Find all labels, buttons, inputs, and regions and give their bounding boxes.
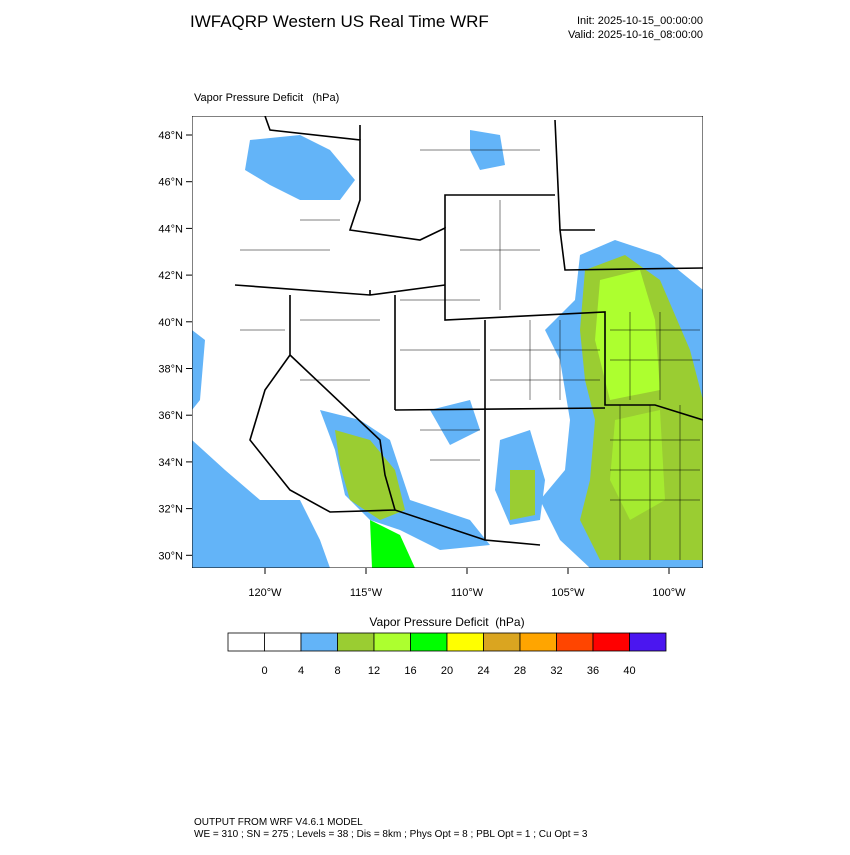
colorbar-swatch bbox=[446, 632, 484, 652]
lat-label: 32°N bbox=[158, 504, 183, 516]
colorbar-swatch bbox=[483, 632, 521, 652]
footer-line: OUTPUT FROM WRF V4.6.1 MODEL bbox=[194, 817, 363, 828]
footer-line: WE = 310 ; SN = 275 ; Levels = 38 ; Dis … bbox=[194, 829, 588, 840]
colorbar-swatch bbox=[629, 632, 667, 652]
title: IWFAQRP Western US Real Time WRF bbox=[190, 12, 489, 31]
init-time: Init: 2025-10-15_00:00:00 bbox=[577, 15, 703, 27]
colorbar-swatch bbox=[519, 632, 557, 652]
lat-label: 36°N bbox=[158, 410, 183, 422]
colorbar: 0 4 8 12 16 20 24 28 32 36 40 bbox=[227, 632, 667, 677]
lat-label: 48°N bbox=[158, 130, 183, 142]
lat-label: 40°N bbox=[158, 317, 183, 329]
lat-label: 30°N bbox=[158, 550, 183, 562]
lat-label: 34°N bbox=[158, 457, 183, 469]
lat-label: 42°N bbox=[158, 270, 183, 282]
lat-label: 38°N bbox=[158, 364, 183, 376]
lat-labels: 48°N 46°N 44°N 42°N 40°N 38°N 36°N 34°N 32°N 30°N bbox=[158, 130, 192, 562]
lat-label: 46°N bbox=[158, 177, 183, 189]
colorbar-label: 28 bbox=[514, 665, 526, 677]
lon-label: 105°W bbox=[551, 587, 585, 599]
colorbar-swatch bbox=[556, 632, 594, 652]
field-title: Vapor Pressure Deficit (hPa) bbox=[194, 92, 339, 104]
colorbar-label: 0 bbox=[261, 665, 267, 677]
lon-label: 100°W bbox=[652, 587, 686, 599]
valid-time: Valid: 2025-10-16_08:00:00 bbox=[568, 29, 703, 41]
colorbar-swatch bbox=[300, 632, 338, 652]
colorbar-label: 16 bbox=[404, 665, 416, 677]
colorbar-label: 24 bbox=[477, 665, 489, 677]
colorbar-swatch bbox=[592, 632, 630, 652]
colorbar-swatch bbox=[227, 632, 265, 652]
colorbar-label: 4 bbox=[298, 665, 304, 677]
colorbar-label: 32 bbox=[550, 665, 562, 677]
colorbar-swatch bbox=[264, 632, 302, 652]
colorbar-label: 20 bbox=[441, 665, 453, 677]
lon-label: 115°W bbox=[350, 587, 383, 599]
lon-labels: 120°W 115°W 110°W 105°W 100°W bbox=[248, 568, 686, 599]
colorbar-swatch bbox=[373, 632, 411, 652]
lon-label: 110°W bbox=[451, 587, 484, 599]
colorbar-label: 40 bbox=[623, 665, 635, 677]
lat-label: 44°N bbox=[158, 223, 183, 235]
colorbar-swatch bbox=[410, 632, 448, 652]
colorbar-title: Vapor Pressure Deficit (hPa) bbox=[369, 615, 524, 629]
colorbar-swatch bbox=[337, 632, 375, 652]
colorbar-label: 36 bbox=[587, 665, 599, 677]
colorbar-label: 8 bbox=[334, 665, 340, 677]
lon-label: 120°W bbox=[248, 587, 282, 599]
map bbox=[192, 116, 703, 568]
colorbar-label: 12 bbox=[368, 665, 380, 677]
